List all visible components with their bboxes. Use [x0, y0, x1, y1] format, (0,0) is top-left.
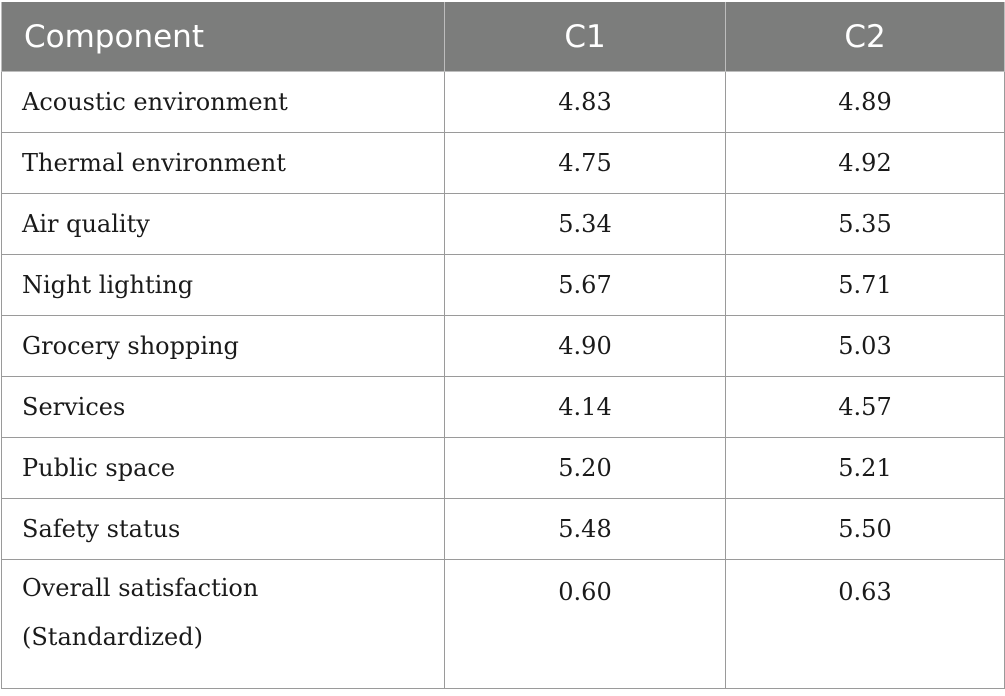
table-row: Public space 5.20 5.21: [1, 437, 1005, 499]
cell-c2: 5.03: [725, 315, 1005, 377]
row-label: Air quality: [1, 193, 445, 255]
row-label-line2: (Standardized): [22, 623, 203, 651]
header-component: Component: [1, 2, 445, 72]
table-row: Thermal environment 4.75 4.92: [1, 132, 1005, 194]
row-label: Thermal environment: [1, 132, 445, 194]
table-row: Night lighting 5.67 5.71: [1, 254, 1005, 316]
header-c1: C1: [444, 2, 726, 72]
cell-c2: 0.63: [725, 559, 1005, 689]
cell-c1: 5.67: [444, 254, 726, 316]
cell-c1: 0.60: [444, 559, 726, 689]
table-row: Overall satisfaction (Standardized) 0.60…: [1, 559, 1005, 689]
table-header: Component C1 C2: [1, 2, 1005, 72]
table-body: Acoustic environment 4.83 4.89 Thermal e…: [1, 71, 1005, 689]
row-label-line1: Overall satisfaction: [22, 574, 259, 602]
cell-c1: 5.48: [444, 498, 726, 560]
row-label: Safety status: [1, 498, 445, 560]
table-row: Grocery shopping 4.90 5.03: [1, 315, 1005, 377]
row-label: Acoustic environment: [1, 71, 445, 133]
header-c2: C2: [725, 2, 1005, 72]
table-row: Services 4.14 4.57: [1, 376, 1005, 438]
cell-c2: 5.35: [725, 193, 1005, 255]
cell-c2: 5.50: [725, 498, 1005, 560]
cell-c2: 5.21: [725, 437, 1005, 499]
cell-c2: 4.57: [725, 376, 1005, 438]
cell-c1: 4.90: [444, 315, 726, 377]
table-row: Safety status 5.48 5.50: [1, 498, 1005, 560]
row-label: Public space: [1, 437, 445, 499]
table-row: Air quality 5.34 5.35: [1, 193, 1005, 255]
header-row: Component C1 C2: [1, 2, 1005, 72]
cell-c2: 5.71: [725, 254, 1005, 316]
cell-c1: 5.20: [444, 437, 726, 499]
cell-c2: 4.89: [725, 71, 1005, 133]
cell-c1: 5.34: [444, 193, 726, 255]
cell-c1: 4.75: [444, 132, 726, 194]
row-label: Overall satisfaction (Standardized): [1, 559, 445, 689]
row-label: Grocery shopping: [1, 315, 445, 377]
cell-c1: 4.14: [444, 376, 726, 438]
cell-c1: 4.83: [444, 71, 726, 133]
table-row: Acoustic environment 4.83 4.89: [1, 71, 1005, 133]
cell-c2: 4.92: [725, 132, 1005, 194]
row-label: Services: [1, 376, 445, 438]
row-label: Night lighting: [1, 254, 445, 316]
